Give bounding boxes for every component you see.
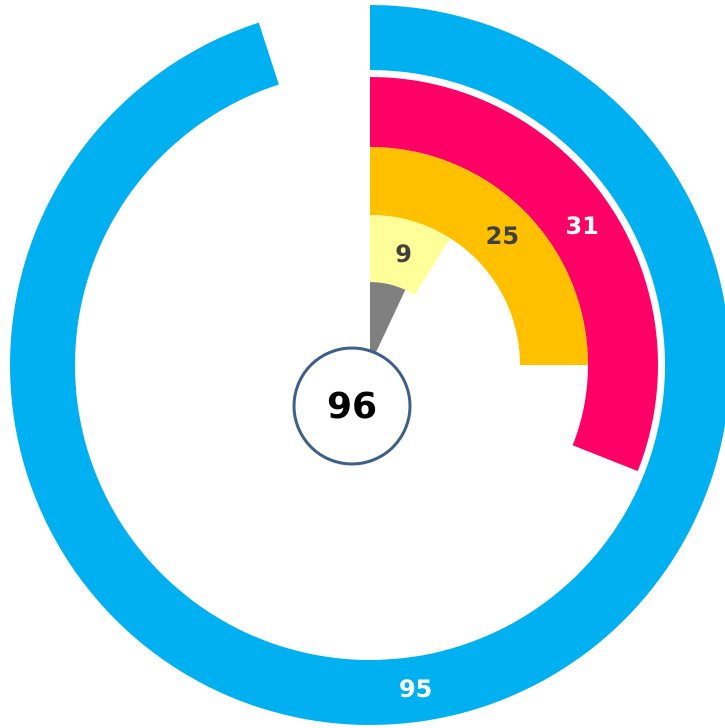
value-label: 31 bbox=[565, 212, 598, 240]
value-label: 95 bbox=[399, 675, 432, 703]
radial-bar bbox=[370, 77, 658, 472]
radial-bar bbox=[370, 147, 588, 365]
value-label: 25 bbox=[486, 222, 519, 250]
radial-bar bbox=[370, 215, 451, 295]
center-label: 96 bbox=[327, 386, 377, 427]
radial-bar bbox=[370, 282, 406, 365]
value-label: 9 bbox=[395, 240, 412, 268]
center-circle bbox=[292, 346, 412, 466]
